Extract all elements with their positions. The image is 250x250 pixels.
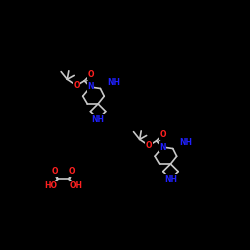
Text: NH: NH: [92, 115, 104, 124]
Text: N: N: [160, 142, 166, 152]
Text: O: O: [160, 130, 166, 139]
Text: NH: NH: [164, 175, 177, 184]
Text: NH: NH: [180, 138, 192, 147]
Text: OH: OH: [70, 181, 83, 190]
Text: O: O: [52, 167, 58, 176]
Text: O: O: [73, 81, 80, 90]
Text: HO: HO: [44, 181, 57, 190]
Text: NH: NH: [107, 78, 120, 87]
Text: O: O: [69, 167, 75, 176]
Text: N: N: [87, 82, 94, 92]
Text: O: O: [87, 70, 94, 79]
Text: O: O: [146, 141, 152, 150]
